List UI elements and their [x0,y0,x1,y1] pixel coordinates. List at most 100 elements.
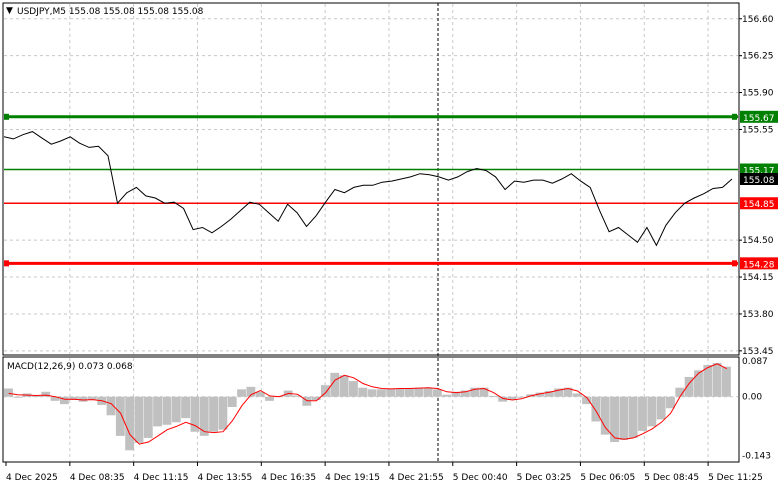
macd-info-label: MACD(12,26,9) 0.073 0.068 [7,362,133,372]
macd-bar [218,396,228,430]
price-axis[interactable]: 156.60 156.25 155.90 155.55 154.50 154.15 153.… [739,15,774,357]
level-price-tag [740,163,778,176]
macd-bar [181,396,191,419]
time-tick-label: 5 Dec 08:45 [644,473,699,483]
macd-bar [404,388,414,397]
macd-bar [619,396,629,440]
macd-bar [694,370,703,397]
level-price-label: 155.17 [743,167,775,177]
time-tick-label: 4 Dec 08:35 [70,473,125,483]
level-handle[interactable] [4,260,9,267]
macd-bar [41,391,51,397]
time-tick-label: 5 Dec 06:05 [580,473,635,483]
macd-bar [479,387,489,397]
macd-bar [199,396,209,436]
time-tick-label: 5 Dec 03:25 [517,473,572,483]
level-price-label: 154.85 [743,200,775,210]
macd-bar [4,388,13,397]
macd-bar [703,365,713,397]
macd-bar [50,396,60,401]
price-tick-label: 156.25 [742,52,774,62]
time-tick-label: 4 Dec 11:15 [134,473,189,483]
time-tick-label: 5 Dec 00:40 [453,473,508,483]
macd-bar [358,387,368,397]
macd-axis[interactable]: 0.087 0.00 -0.143 [742,357,771,462]
macd-bar [675,387,685,397]
macd-bar [507,396,517,401]
macd-bar [563,387,573,397]
time-grid [69,4,709,461]
price-tick-label: 154.15 [742,273,774,283]
macd-bar [442,394,452,397]
macd-bar [311,396,321,401]
macd-bar [293,395,302,397]
macd-bar [432,389,442,397]
macd-bar [572,393,582,397]
macd-bar [69,396,79,401]
macd-bar [367,389,377,397]
macd-bar [684,376,694,397]
macd-bar [554,388,564,397]
macd-bar [78,396,88,402]
price-tick-label: 153.45 [742,347,774,357]
macd-bar [460,390,470,397]
macd-histogram [4,362,731,451]
macd-bar [87,396,97,400]
macd-bar [666,396,675,409]
symbol-info-label: USDJPY,M5 155.08 155.08 155.08 155.08 [17,7,204,17]
level-price-label: 154.28 [743,260,775,270]
level-price-tag [740,173,778,185]
macd-bar [237,389,246,397]
macd-bar [516,396,526,398]
macd-bar [610,396,619,443]
macd-bar [209,396,219,432]
time-tick-label: 4 Dec 19:15 [325,473,380,483]
macd-bar [59,396,69,405]
level-price-label: 155.67 [743,114,775,124]
macd-bar [227,396,237,408]
time-axis[interactable]: 4 Dec 2025 4 Dec 08:35 4 Dec 11:15 4 Dec 13… [5,462,763,483]
macd-bar [171,396,181,423]
macd-bar [451,391,461,397]
price-tick-label: 155.55 [742,125,774,135]
macd-bar [153,396,163,427]
macd-bar [339,375,349,397]
price-panel-frame [2,2,740,356]
macd-bar [638,396,647,431]
price-tick-label: 155.90 [742,89,774,99]
macd-bar [162,396,172,425]
macd-bar [712,362,722,397]
macd-bar [656,396,666,420]
time-tick-label: 4 Dec 16:35 [261,473,316,483]
symbol-dropdown-icon[interactable]: ▼ [6,6,13,16]
macd-bar [13,396,23,398]
macd-bar [190,396,200,432]
macd-bar [591,396,601,422]
level-handle[interactable] [732,260,737,267]
price-series [3,131,733,247]
level-handle[interactable] [732,113,737,120]
time-tick-label: 4 Dec 2025 [6,473,58,483]
macd-bar [600,396,610,435]
macd-bar [115,396,125,436]
level-price-tag [740,197,778,210]
macd-bar [544,390,554,397]
macd-bar [246,386,256,397]
macd-bar [470,387,480,397]
macd-bar [134,396,144,443]
macd-tick-label: 0.087 [742,357,768,367]
level-lines[interactable] [4,113,738,267]
level-handle[interactable] [4,113,9,120]
level-price-label: 155.08 [743,176,775,186]
macd-bar [386,388,396,397]
macd-bar [125,396,135,451]
time-tick-label: 5 Dec 11:25 [708,473,763,483]
macd-tick-label: -0.143 [742,452,771,462]
level-price-tag [740,257,778,270]
macd-bar [535,392,545,397]
macd-bar [414,387,424,397]
macd-bar [628,396,638,438]
